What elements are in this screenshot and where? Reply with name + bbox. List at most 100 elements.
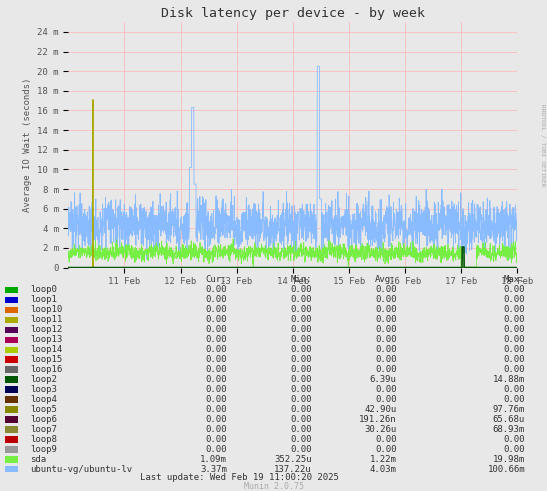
Text: 100.66m: 100.66m [487,465,525,474]
Text: 0.00: 0.00 [504,335,525,344]
Text: 0.00: 0.00 [504,445,525,454]
Text: 0.00: 0.00 [290,385,312,394]
Text: sda: sda [30,455,46,464]
Text: 0.00: 0.00 [206,285,227,295]
Text: 0.00: 0.00 [375,435,397,444]
Text: 0.00: 0.00 [290,435,312,444]
Text: 42.90u: 42.90u [364,405,397,414]
Text: 0.00: 0.00 [375,335,397,344]
Text: loop9: loop9 [30,445,57,454]
Text: 0.00: 0.00 [375,315,397,325]
Text: 0.00: 0.00 [290,325,312,334]
Text: Max:: Max: [504,275,525,284]
Text: loop12: loop12 [30,325,62,334]
Text: 0.00: 0.00 [206,335,227,344]
Text: 4.03m: 4.03m [370,465,397,474]
Text: 0.00: 0.00 [206,355,227,364]
Text: 19.98m: 19.98m [493,455,525,464]
Text: 0.00: 0.00 [504,315,525,325]
Text: 6.39u: 6.39u [370,375,397,384]
Text: loop6: loop6 [30,415,57,424]
Text: 0.00: 0.00 [375,305,397,314]
Text: 3.37m: 3.37m [200,465,227,474]
Text: 0.00: 0.00 [290,425,312,434]
Text: 0.00: 0.00 [206,425,227,434]
Text: 0.00: 0.00 [206,375,227,384]
Text: 0.00: 0.00 [375,345,397,354]
Text: 0.00: 0.00 [206,445,227,454]
Text: RRDTOOL / TOBI OETIKER: RRDTOOL / TOBI OETIKER [540,104,545,186]
Text: 0.00: 0.00 [206,405,227,414]
Text: 0.00: 0.00 [504,285,525,295]
Text: 1.09m: 1.09m [200,455,227,464]
Text: 0.00: 0.00 [375,385,397,394]
Text: 0.00: 0.00 [375,395,397,404]
Text: 0.00: 0.00 [206,325,227,334]
Text: Avg:: Avg: [375,275,397,284]
Text: 97.76m: 97.76m [493,405,525,414]
Text: 0.00: 0.00 [206,345,227,354]
Text: 0.00: 0.00 [290,305,312,314]
Text: 0.00: 0.00 [375,445,397,454]
Text: loop2: loop2 [30,375,57,384]
Text: Munin 2.0.75: Munin 2.0.75 [243,482,304,491]
Text: 0.00: 0.00 [206,385,227,394]
Text: 0.00: 0.00 [206,395,227,404]
Text: 0.00: 0.00 [206,305,227,314]
Text: loop16: loop16 [30,365,62,374]
Text: 0.00: 0.00 [206,315,227,325]
Text: 0.00: 0.00 [504,395,525,404]
Text: 0.00: 0.00 [504,325,525,334]
Text: loop1: loop1 [30,296,57,304]
Text: 191.26n: 191.26n [359,415,397,424]
Text: 1.22m: 1.22m [370,455,397,464]
Text: 0.00: 0.00 [504,385,525,394]
Text: loop3: loop3 [30,385,57,394]
Text: Min:: Min: [290,275,312,284]
Text: 0.00: 0.00 [290,365,312,374]
Text: 0.00: 0.00 [504,345,525,354]
Text: loop10: loop10 [30,305,62,314]
Text: 0.00: 0.00 [504,365,525,374]
Text: 0.00: 0.00 [504,355,525,364]
Text: 65.68u: 65.68u [493,415,525,424]
Text: 352.25u: 352.25u [274,455,312,464]
Text: loop11: loop11 [30,315,62,325]
Text: 0.00: 0.00 [290,415,312,424]
Text: 0.00: 0.00 [290,285,312,295]
Text: 68.93m: 68.93m [493,425,525,434]
Text: 30.26u: 30.26u [364,425,397,434]
Text: 0.00: 0.00 [290,375,312,384]
Text: loop15: loop15 [30,355,62,364]
Text: 14.88m: 14.88m [493,375,525,384]
Text: 0.00: 0.00 [504,296,525,304]
Text: 0.00: 0.00 [290,315,312,325]
Text: 0.00: 0.00 [375,365,397,374]
Text: 0.00: 0.00 [290,395,312,404]
Text: 0.00: 0.00 [375,296,397,304]
Text: 0.00: 0.00 [290,445,312,454]
Text: 0.00: 0.00 [290,345,312,354]
Text: 137.22u: 137.22u [274,465,312,474]
Text: Last update: Wed Feb 19 11:00:20 2025: Last update: Wed Feb 19 11:00:20 2025 [140,473,339,482]
Text: 0.00: 0.00 [290,335,312,344]
Text: 0.00: 0.00 [206,296,227,304]
Title: Disk latency per device - by week: Disk latency per device - by week [161,6,424,20]
Text: Cur:: Cur: [206,275,227,284]
Text: loop4: loop4 [30,395,57,404]
Text: 0.00: 0.00 [375,325,397,334]
Text: loop7: loop7 [30,425,57,434]
Y-axis label: Average IO Wait (seconds): Average IO Wait (seconds) [22,78,32,212]
Text: 0.00: 0.00 [375,285,397,295]
Text: 0.00: 0.00 [290,355,312,364]
Text: 0.00: 0.00 [290,296,312,304]
Text: ubuntu-vg/ubuntu-lv: ubuntu-vg/ubuntu-lv [30,465,132,474]
Text: 0.00: 0.00 [504,305,525,314]
Text: loop13: loop13 [30,335,62,344]
Text: 0.00: 0.00 [375,355,397,364]
Text: 0.00: 0.00 [206,435,227,444]
Text: loop5: loop5 [30,405,57,414]
Text: loop0: loop0 [30,285,57,295]
Text: 0.00: 0.00 [206,415,227,424]
Text: 0.00: 0.00 [290,405,312,414]
